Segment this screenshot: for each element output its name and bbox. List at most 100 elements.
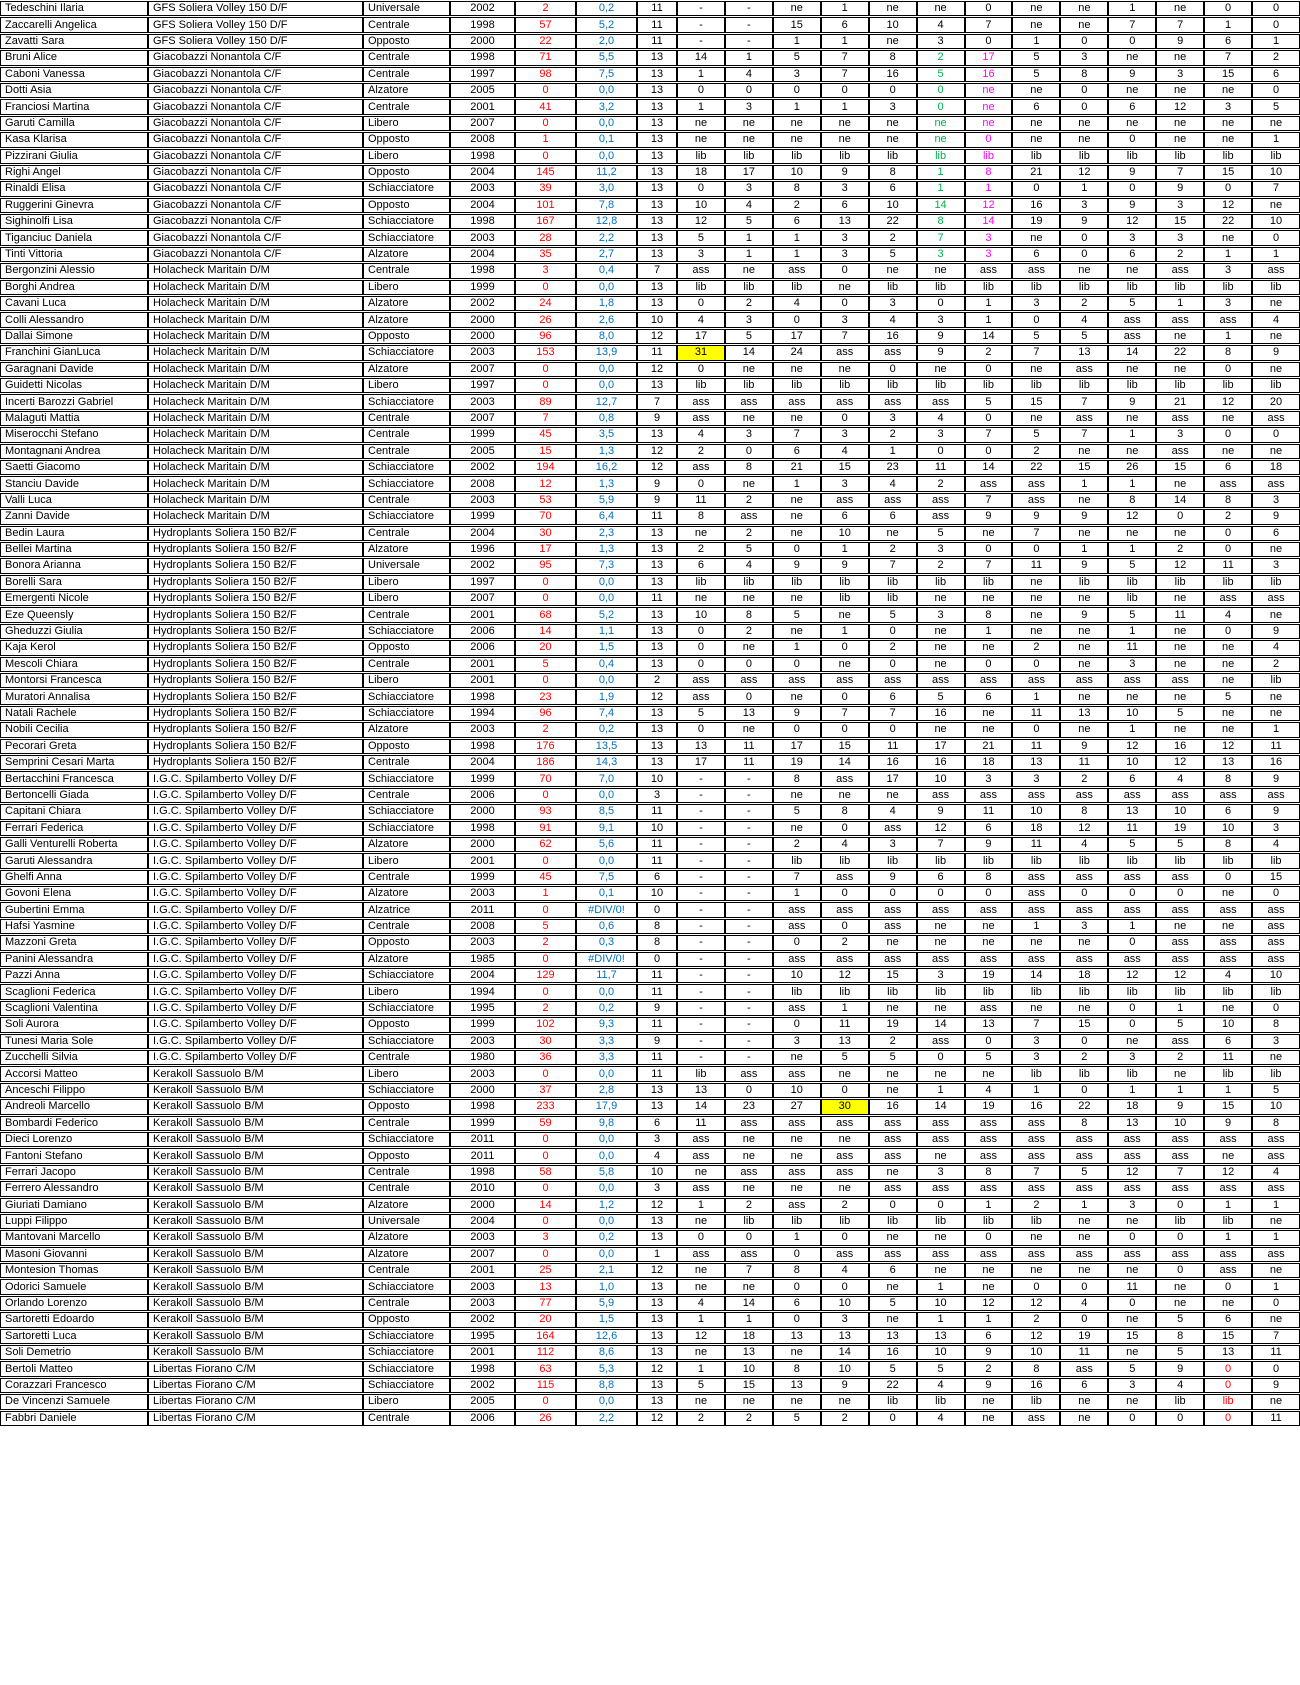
match-value-cell[interactable]: 3 xyxy=(916,968,965,984)
match-value-cell[interactable]: lib xyxy=(916,853,965,869)
match-value-cell[interactable]: lib xyxy=(724,377,773,394)
total-points-cell[interactable]: 30 xyxy=(515,1033,576,1049)
match-value-cell[interactable]: ne xyxy=(1060,492,1109,509)
team-cell[interactable]: Kerakoll Sassuolo B/M xyxy=(148,1213,363,1230)
match-value-cell[interactable]: 16 xyxy=(868,754,917,771)
team-cell[interactable]: Kerakoll Sassuolo B/M xyxy=(148,1279,363,1295)
match-value-cell[interactable]: lib xyxy=(1012,279,1061,296)
player-name-cell[interactable]: Semprini Cesari Marta xyxy=(0,754,148,771)
team-cell[interactable]: I.G.C. Spilamberto Volley D/F xyxy=(148,935,363,951)
match-value-cell[interactable]: ne xyxy=(1012,623,1061,640)
match-value-cell[interactable]: ne xyxy=(820,115,869,132)
points-average-cell[interactable]: #DIV/0! xyxy=(576,902,637,918)
player-name-cell[interactable]: Giuriati Damiano xyxy=(0,1197,148,1213)
matches-played-cell[interactable]: 9 xyxy=(637,492,677,509)
total-points-cell[interactable]: 95 xyxy=(515,558,576,574)
match-value-cell[interactable]: ne xyxy=(964,1263,1013,1279)
match-value-cell[interactable]: 0 xyxy=(820,1082,869,1099)
points-average-cell[interactable]: 12,6 xyxy=(576,1328,637,1345)
match-value-cell[interactable]: 3 xyxy=(1060,918,1109,935)
matches-played-cell[interactable]: 8 xyxy=(637,935,677,951)
match-value-cell[interactable]: 1 xyxy=(772,230,821,246)
total-points-cell[interactable]: 26 xyxy=(515,1410,576,1426)
total-points-cell[interactable]: 145 xyxy=(515,164,576,181)
match-value-cell[interactable]: 9 xyxy=(772,705,821,722)
role-cell[interactable]: Schiacciatore xyxy=(363,623,450,640)
match-value-cell[interactable]: 0 xyxy=(1060,1312,1109,1328)
match-value-cell[interactable]: 0 xyxy=(1108,1230,1157,1246)
match-value-cell[interactable]: 5 xyxy=(1060,1164,1109,1181)
birth-year-cell[interactable]: 2003 xyxy=(450,1295,515,1312)
match-value-cell[interactable]: ne xyxy=(868,1164,917,1181)
match-value-cell[interactable]: - xyxy=(677,984,725,1000)
match-value-cell[interactable]: ass xyxy=(1108,1148,1157,1164)
player-name-cell[interactable]: Ferrari Jacopo xyxy=(0,1164,148,1181)
match-value-cell[interactable]: 2 xyxy=(1156,541,1205,558)
match-value-cell[interactable]: ne xyxy=(964,115,1013,132)
match-value-cell[interactable]: ass xyxy=(916,492,965,509)
match-value-cell[interactable]: 2 xyxy=(916,558,965,574)
role-cell[interactable]: Centrale xyxy=(363,1164,450,1181)
match-value-cell[interactable]: 23 xyxy=(724,1099,773,1115)
match-value-cell[interactable]: lib xyxy=(820,148,869,164)
match-value-cell[interactable]: 1 xyxy=(1012,918,1061,935)
points-average-cell[interactable]: 2,0 xyxy=(576,33,637,50)
match-value-cell[interactable]: ass xyxy=(1060,673,1109,689)
player-name-cell[interactable]: Dotti Asia xyxy=(0,82,148,99)
match-value-cell[interactable]: 18 xyxy=(1060,968,1109,984)
match-value-cell[interactable]: 7 xyxy=(820,328,869,345)
match-value-cell[interactable]: ne xyxy=(724,1148,773,1164)
matches-played-cell[interactable]: 0 xyxy=(637,951,677,968)
birth-year-cell[interactable]: 1998 xyxy=(450,17,515,33)
match-value-cell[interactable]: 4 xyxy=(772,296,821,312)
match-value-cell[interactable]: 1 xyxy=(1108,623,1157,640)
match-value-cell[interactable]: ass xyxy=(1012,1246,1061,1263)
match-value-cell[interactable]: ass xyxy=(1204,312,1253,328)
match-value-cell[interactable]: ass xyxy=(1252,1148,1300,1164)
team-cell[interactable]: I.G.C. Spilamberto Volley D/F xyxy=(148,1000,363,1017)
match-value-cell[interactable]: ne xyxy=(916,1263,965,1279)
match-value-cell[interactable]: 0 xyxy=(964,410,1013,427)
player-name-cell[interactable]: Bonora Arianna xyxy=(0,558,148,574)
match-value-cell[interactable]: 0 xyxy=(724,1230,773,1246)
team-cell[interactable]: Hydroplants Soliera 150 B2/F xyxy=(148,640,363,656)
role-cell[interactable]: Schiacciatore xyxy=(363,1000,450,1017)
player-name-cell[interactable]: Ghelfi Anna xyxy=(0,869,148,886)
match-value-cell[interactable]: 11 xyxy=(724,754,773,771)
match-value-cell[interactable]: 0 xyxy=(1156,1410,1205,1426)
role-cell[interactable]: Schiacciatore xyxy=(363,1328,450,1345)
matches-played-cell[interactable]: 12 xyxy=(637,1361,677,1377)
match-value-cell[interactable]: - xyxy=(724,918,773,935)
match-value-cell[interactable]: 18 xyxy=(677,164,725,181)
total-points-cell[interactable]: 91 xyxy=(515,820,576,836)
match-value-cell[interactable]: 6 xyxy=(916,869,965,886)
matches-played-cell[interactable]: 13 xyxy=(637,1328,677,1345)
match-value-cell[interactable]: ne xyxy=(1108,82,1157,99)
match-value-cell[interactable]: ne xyxy=(868,132,917,148)
match-value-cell[interactable]: 2 xyxy=(724,525,773,541)
birth-year-cell[interactable]: 2001 xyxy=(450,607,515,623)
match-value-cell[interactable]: 9 xyxy=(1060,509,1109,525)
points-average-cell[interactable]: 7,3 xyxy=(576,558,637,574)
matches-played-cell[interactable]: 10 xyxy=(637,771,677,787)
role-cell[interactable]: Centrale xyxy=(363,263,450,279)
matches-played-cell[interactable]: 13 xyxy=(637,558,677,574)
match-value-cell[interactable]: 5 xyxy=(677,230,725,246)
role-cell[interactable]: Schiacciatore xyxy=(363,214,450,230)
match-value-cell[interactable]: ne xyxy=(772,410,821,427)
match-value-cell[interactable]: ass xyxy=(677,673,725,689)
points-average-cell[interactable]: 0,0 xyxy=(576,787,637,804)
match-value-cell[interactable]: 4 xyxy=(1204,968,1253,984)
match-value-cell[interactable]: 10 xyxy=(1156,804,1205,820)
match-value-cell[interactable]: 0 xyxy=(724,656,773,673)
match-value-cell[interactable]: ne xyxy=(1012,115,1061,132)
match-value-cell[interactable]: ass xyxy=(820,902,869,918)
match-value-cell[interactable]: 4 xyxy=(1060,312,1109,328)
points-average-cell[interactable]: 7,5 xyxy=(576,66,637,82)
player-name-cell[interactable]: Dallai Simone xyxy=(0,328,148,345)
role-cell[interactable]: Schiacciatore xyxy=(363,705,450,722)
match-value-cell[interactable]: ne xyxy=(772,820,821,836)
match-value-cell[interactable]: 0 xyxy=(772,541,821,558)
match-value-cell[interactable]: 2 xyxy=(868,427,917,443)
match-value-cell[interactable]: 5 xyxy=(916,689,965,705)
